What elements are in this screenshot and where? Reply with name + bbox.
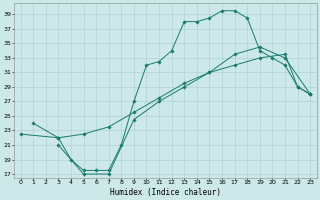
X-axis label: Humidex (Indice chaleur): Humidex (Indice chaleur) [110,188,221,197]
